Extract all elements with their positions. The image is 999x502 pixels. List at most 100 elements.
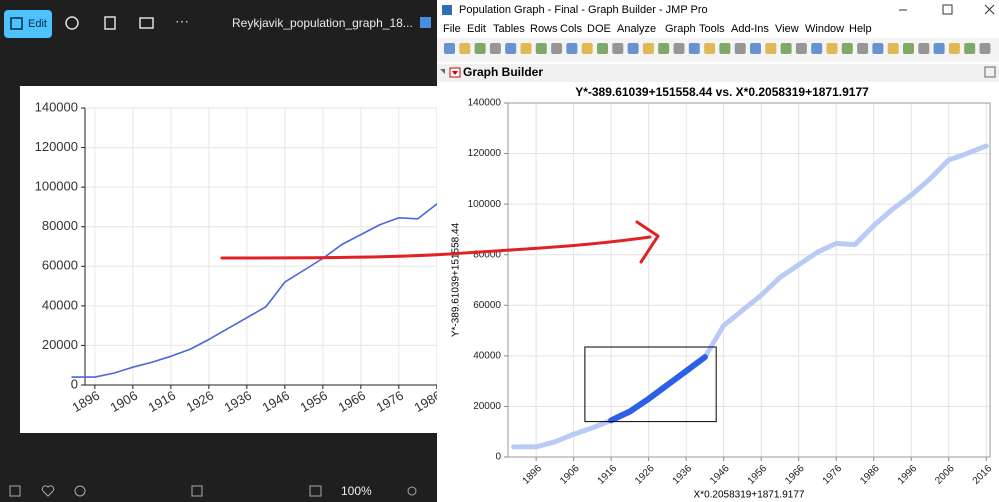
tool-button[interactable] bbox=[688, 43, 700, 54]
tool-button[interactable] bbox=[520, 43, 532, 54]
y-tick-label: 20000 bbox=[42, 337, 78, 352]
tool-button[interactable] bbox=[505, 43, 517, 54]
tool-button[interactable] bbox=[918, 43, 930, 54]
rotate-icon[interactable] bbox=[65, 16, 79, 30]
close-button[interactable] bbox=[984, 4, 995, 15]
tool-button[interactable] bbox=[673, 43, 685, 54]
menu-item[interactable]: Tools bbox=[699, 23, 725, 35]
red-triangle bbox=[452, 71, 458, 75]
tool-button[interactable] bbox=[734, 43, 746, 54]
tool-button[interactable] bbox=[780, 43, 792, 54]
menu-item[interactable]: File bbox=[443, 23, 461, 35]
viewer-footer bbox=[0, 478, 437, 502]
menu-item[interactable]: View bbox=[775, 23, 799, 35]
image bbox=[20, 86, 437, 433]
menu-item[interactable]: Edit bbox=[467, 23, 486, 35]
y-tick-label: 20000 bbox=[473, 401, 501, 412]
tool-button[interactable] bbox=[811, 43, 823, 54]
y-tick-label: 0 bbox=[495, 452, 501, 463]
annotation-arrow bbox=[220, 220, 660, 264]
tool-button[interactable] bbox=[979, 43, 991, 54]
menu-item[interactable]: Tables bbox=[493, 23, 525, 35]
menu-item[interactable]: Help bbox=[849, 23, 872, 35]
tool-button[interactable] bbox=[903, 43, 914, 54]
tool-button[interactable] bbox=[795, 43, 807, 54]
tool-button[interactable] bbox=[612, 43, 624, 54]
menu-item[interactable]: Cols bbox=[560, 23, 583, 35]
tool-button[interactable] bbox=[566, 43, 578, 54]
tool-button[interactable] bbox=[642, 43, 654, 54]
tool-button[interactable] bbox=[887, 43, 899, 54]
tool-button[interactable] bbox=[658, 43, 670, 54]
zoom-level[interactable]: 100% bbox=[341, 484, 372, 498]
menu-item[interactable]: Graph bbox=[665, 23, 696, 35]
tool-button[interactable] bbox=[765, 43, 777, 54]
x-axis-label: X*0.2058319+1871.9177 bbox=[694, 490, 805, 501]
tool-button[interactable] bbox=[459, 43, 471, 54]
tool-button[interactable] bbox=[750, 43, 761, 54]
jmp-window bbox=[437, 0, 999, 502]
y-tick-label: 140000 bbox=[35, 99, 78, 114]
tool-button[interactable] bbox=[719, 43, 731, 54]
tool-button[interactable] bbox=[857, 43, 869, 54]
y-tick-label: 40000 bbox=[473, 350, 501, 361]
jmp-icon bbox=[442, 5, 452, 15]
tool-button[interactable] bbox=[704, 43, 716, 54]
app-icon bbox=[420, 17, 431, 28]
y-tick-label: 80000 bbox=[473, 249, 501, 260]
y-tick-label: 100000 bbox=[468, 199, 502, 210]
plot-frame bbox=[507, 102, 991, 458]
window-title: Population Graph - Final - Graph Builder… bbox=[459, 4, 708, 16]
tool-button[interactable] bbox=[444, 43, 455, 54]
print-icon[interactable] bbox=[139, 17, 154, 29]
panel-button[interactable] bbox=[984, 66, 996, 78]
file-name: Reykjavik_population_graph_18... bbox=[232, 16, 413, 30]
edit-icon bbox=[10, 17, 23, 30]
y-tick-label: 60000 bbox=[42, 258, 78, 273]
menu-item[interactable]: DOE bbox=[587, 23, 611, 35]
fit-icon[interactable] bbox=[309, 485, 322, 497]
tool-button[interactable] bbox=[581, 43, 593, 54]
y-tick-label: 40000 bbox=[42, 297, 78, 312]
menu-item[interactable]: Add-Ins bbox=[731, 23, 769, 35]
favorite-icon[interactable] bbox=[41, 485, 55, 497]
edit-button[interactable] bbox=[4, 10, 52, 38]
tool-button[interactable] bbox=[948, 43, 960, 54]
y-tick-label: 80000 bbox=[42, 218, 78, 233]
outline-toggle[interactable] bbox=[440, 69, 445, 74]
maximize-button[interactable] bbox=[942, 4, 953, 15]
tool-button[interactable] bbox=[841, 43, 853, 54]
y-tick-label: 120000 bbox=[468, 148, 502, 159]
footer-icon[interactable] bbox=[9, 485, 21, 497]
tool-button[interactable] bbox=[933, 43, 945, 54]
tool-button[interactable] bbox=[964, 43, 976, 54]
tool-button[interactable] bbox=[872, 43, 884, 54]
delete-icon[interactable] bbox=[104, 16, 116, 30]
y-tick-label: 100000 bbox=[35, 179, 78, 194]
menu-item[interactable]: Analyze bbox=[617, 23, 656, 35]
info-icon[interactable] bbox=[74, 485, 86, 497]
tool-button[interactable] bbox=[597, 43, 608, 54]
menu-bar: File Edit Tables Rows Cols DOE Analyze Graph Too… bbox=[443, 23, 872, 35]
tool-button[interactable] bbox=[535, 43, 547, 54]
chart-title: Y*-389.61039+151558.44 vs. X*0.2058319+1… bbox=[575, 85, 869, 99]
tool-button[interactable] bbox=[551, 43, 563, 54]
y-tick-label: 140000 bbox=[468, 98, 502, 109]
tool-button[interactable] bbox=[826, 43, 838, 54]
selected-line bbox=[608, 354, 708, 424]
y-tick-label: 0 bbox=[71, 376, 78, 391]
panel-title: Graph Builder bbox=[463, 65, 543, 79]
menu-item[interactable]: Rows bbox=[530, 23, 558, 35]
crop-icon[interactable] bbox=[191, 485, 203, 497]
zoom-out-icon[interactable] bbox=[407, 486, 417, 496]
more-icon[interactable]: ··· bbox=[175, 13, 189, 29]
tool-button[interactable] bbox=[474, 43, 486, 54]
y-axis-label: Y*-389.61039+151558.44 bbox=[451, 222, 462, 337]
tool-button[interactable] bbox=[627, 43, 639, 54]
selection-box[interactable] bbox=[584, 346, 717, 423]
toolbar-icons bbox=[444, 43, 991, 54]
menu-item[interactable]: Window bbox=[805, 23, 844, 35]
tool-button[interactable] bbox=[489, 43, 501, 54]
